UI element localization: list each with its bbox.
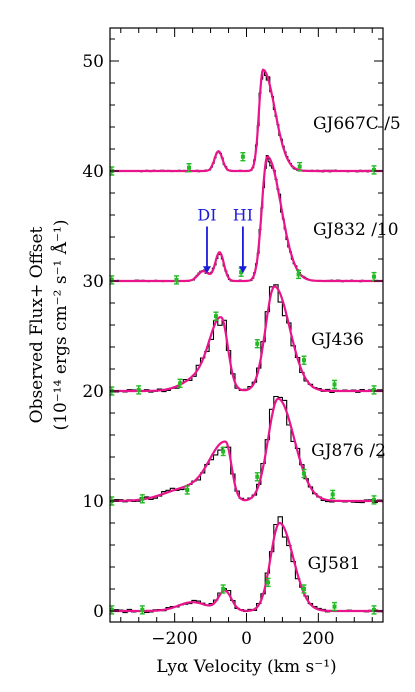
model-fit-3: [110, 397, 383, 503]
fit-point: [178, 381, 183, 386]
y-tick-label: 10: [82, 492, 104, 512]
fit-point: [109, 277, 114, 282]
x-tick-label: −200: [151, 629, 198, 649]
x-tick-label: 200: [302, 629, 334, 649]
fit-point: [301, 471, 306, 476]
fit-point: [240, 154, 245, 159]
series-label: GJ667C /5: [313, 114, 401, 134]
fit-point: [372, 274, 377, 279]
x-tick-label: 0: [241, 629, 252, 649]
fit-point: [301, 587, 306, 591]
fit-point: [255, 474, 260, 479]
annotation-label-di: DI: [197, 206, 216, 225]
model-fit-1: [110, 155, 383, 283]
fit-point: [297, 164, 302, 169]
fit-point: [332, 382, 337, 387]
fit-point: [187, 165, 192, 170]
fit-point: [221, 449, 226, 454]
y-axis-label-line-1: Observed Flux+ Offset: [27, 226, 47, 423]
annotation-arrowhead-hi: [238, 266, 247, 274]
fit-point: [332, 604, 337, 609]
fit-point: [136, 387, 141, 392]
fit-point: [213, 314, 218, 319]
axes: −200 0 200 0 10 20 30 40 50: [82, 27, 384, 649]
series-label: GJ832 /10: [313, 220, 399, 240]
fit-point: [301, 358, 306, 363]
fit-point: [255, 341, 260, 346]
series-label-layer: GJ667C /5 GJ832 /10 GJ436 GJ876 /2 GJ581: [308, 114, 401, 574]
model-fit-0: [110, 68, 383, 173]
y-tick-label: 30: [82, 272, 104, 292]
y-tick-label: 50: [82, 52, 104, 72]
annotation-layer: DI HI: [197, 206, 253, 274]
y-axis-label-line-2: (10⁻¹⁴ ergs cm⁻² s⁻¹ Å⁻¹): [50, 220, 71, 431]
series-label: GJ876 /2: [311, 441, 386, 461]
fit-point: [372, 387, 377, 392]
x-axis-label: Lyα Velocity (km s⁻¹): [156, 657, 336, 677]
fit-point: [372, 167, 377, 172]
fit-point: [266, 580, 271, 585]
fit-point: [221, 587, 226, 591]
fit-point: [109, 607, 114, 612]
fit-point: [140, 607, 145, 612]
fit-point: [296, 272, 301, 277]
y-tick-label: 40: [82, 162, 104, 182]
y-tick-label: 20: [82, 382, 104, 402]
annotation-label-hi: HI: [233, 206, 253, 225]
fit-point: [372, 497, 377, 502]
annotation-arrowhead-di: [202, 266, 211, 274]
series-label: GJ436: [311, 330, 364, 350]
fit-point: [174, 277, 179, 282]
fit-points-layer: [109, 151, 377, 615]
model-fit-4: [110, 521, 383, 613]
fit-point: [330, 492, 335, 497]
fit-point: [372, 607, 377, 612]
fit-point: [239, 270, 244, 275]
series-label: GJ581: [308, 554, 361, 574]
fit-point: [140, 496, 145, 501]
series-layer: [110, 68, 383, 614]
fit-point: [185, 488, 190, 492]
model-fit-2: [110, 285, 383, 393]
y-tick-label: 0: [93, 602, 104, 622]
